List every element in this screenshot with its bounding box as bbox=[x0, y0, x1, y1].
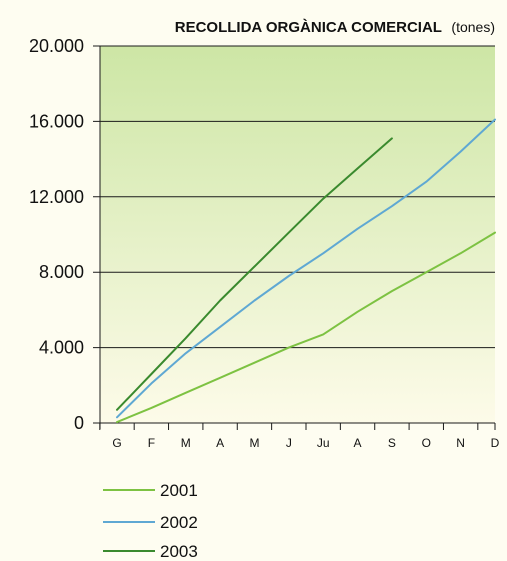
chart-title: RECOLLIDA ORGÀNICA COMERCIAL (tones) bbox=[175, 19, 495, 36]
x-tick-label: S bbox=[388, 436, 396, 450]
series-line-2002 bbox=[116, 118, 496, 419]
x-tick-label: M bbox=[249, 436, 259, 450]
series-lines bbox=[116, 118, 496, 424]
x-tick-label: A bbox=[354, 436, 362, 450]
x-tick-label: Ju bbox=[317, 436, 330, 450]
axes: 0 4.000 8.000 12.000 16.000 20.000 G F M A M J Ju A S O… bbox=[29, 36, 500, 450]
x-tick-label: M bbox=[181, 436, 191, 450]
x-tick-label: G bbox=[112, 436, 121, 450]
legend-label: 2002 bbox=[160, 513, 198, 532]
chart-title-unit: (tones) bbox=[451, 19, 495, 35]
legend: 2001 2002 2003 bbox=[103, 481, 198, 561]
legend-label: 2003 bbox=[160, 542, 198, 561]
legend-label: 2001 bbox=[160, 481, 198, 500]
x-tick-label: F bbox=[148, 436, 155, 450]
y-tick-label: 20.000 bbox=[29, 36, 84, 56]
x-tick-label: D bbox=[491, 436, 500, 450]
y-tick-label: 12.000 bbox=[29, 187, 84, 207]
y-tick-label: 16.000 bbox=[29, 111, 84, 131]
y-tick-label: 0 bbox=[74, 413, 84, 433]
chart-title-main: RECOLLIDA ORGÀNICA COMERCIAL bbox=[175, 19, 442, 36]
x-tick-label: O bbox=[422, 436, 431, 450]
series-line-2001 bbox=[116, 231, 496, 424]
series-line-2003 bbox=[116, 137, 393, 411]
x-tick-label: A bbox=[216, 436, 224, 450]
y-tick-label: 4.000 bbox=[39, 338, 84, 358]
x-tick-label: J bbox=[286, 436, 292, 450]
y-tick-label: 8.000 bbox=[39, 262, 84, 282]
x-tick-label: N bbox=[456, 436, 465, 450]
